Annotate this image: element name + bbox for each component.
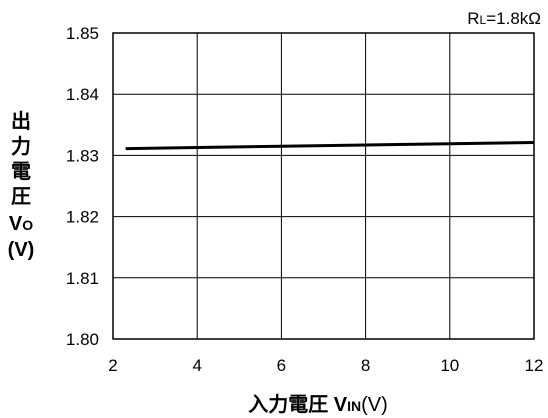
y-tick-label: 1.83 bbox=[66, 146, 99, 165]
condition-label: RL=1.8kΩ bbox=[467, 9, 541, 28]
x-tick-label: 2 bbox=[108, 356, 117, 375]
x-axis-title: 入力電圧 VIN(V) bbox=[248, 393, 388, 416]
y-title-char: 出 bbox=[11, 110, 31, 133]
plot-frame bbox=[112, 32, 535, 340]
y-tick-labels: 1.80 1.81 1.82 1.83 1.84 1.85 bbox=[66, 24, 99, 349]
x-tick-label: 8 bbox=[361, 356, 370, 375]
y-tick-label: 1.84 bbox=[66, 85, 99, 104]
y-tick-label: 1.82 bbox=[66, 208, 99, 227]
x-tick-labels: 2 4 6 8 10 12 bbox=[108, 356, 543, 375]
y-title-unit: (V) bbox=[8, 239, 35, 261]
y-tick-label: 1.80 bbox=[66, 330, 99, 349]
grid bbox=[113, 33, 534, 339]
x-tick-label: 4 bbox=[192, 356, 201, 375]
x-tick-label: 10 bbox=[440, 356, 459, 375]
series-layer bbox=[125, 141, 535, 151]
y-title-char: 電 bbox=[11, 160, 31, 183]
series-line bbox=[125, 141, 535, 151]
y-axis-title: 出 力 電 圧 VO (V) bbox=[8, 110, 35, 261]
x-tick-label: 12 bbox=[525, 356, 544, 375]
y-tick-label: 1.81 bbox=[66, 269, 99, 288]
y-tick-label: 1.85 bbox=[66, 24, 99, 43]
y-title-char: 圧 bbox=[11, 186, 31, 208]
y-title-char: 力 bbox=[11, 135, 31, 158]
y-title-symbol: VO bbox=[9, 213, 33, 235]
x-tick-label: 6 bbox=[277, 356, 286, 375]
